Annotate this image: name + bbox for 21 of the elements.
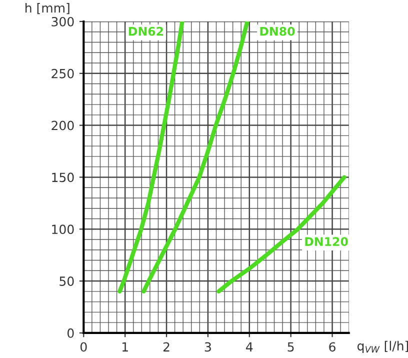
x-tick-label: 4 <box>246 342 253 352</box>
annotation: DN120 <box>305 237 348 246</box>
x-tick-label: 6 <box>329 342 336 352</box>
y-tick-label: 200 <box>52 120 74 130</box>
x-tick-label: 5 <box>288 342 294 352</box>
line-series <box>216 175 346 294</box>
y-axis-title: h [mm] <box>26 2 70 14</box>
x-tick-label: 1 <box>122 342 128 352</box>
y-tick-label: 100 <box>52 224 74 234</box>
x-axis-title: q$_{VW}$ [l/h] <box>357 340 408 353</box>
y-tick-label: 0 <box>67 328 74 338</box>
y-tick-label: 50 <box>60 276 74 286</box>
y-tick-label: 150 <box>52 172 74 182</box>
y-tick-label: 250 <box>52 68 74 78</box>
x-tick-label: 0 <box>80 342 87 352</box>
x-tick-label: 2 <box>163 342 170 352</box>
annotation: DN62 <box>128 26 163 36</box>
x-tick-label: 3 <box>204 342 211 352</box>
y-tick-label: 300 <box>52 16 74 26</box>
annotation: DN80 <box>260 26 295 36</box>
line-series <box>118 21 184 294</box>
